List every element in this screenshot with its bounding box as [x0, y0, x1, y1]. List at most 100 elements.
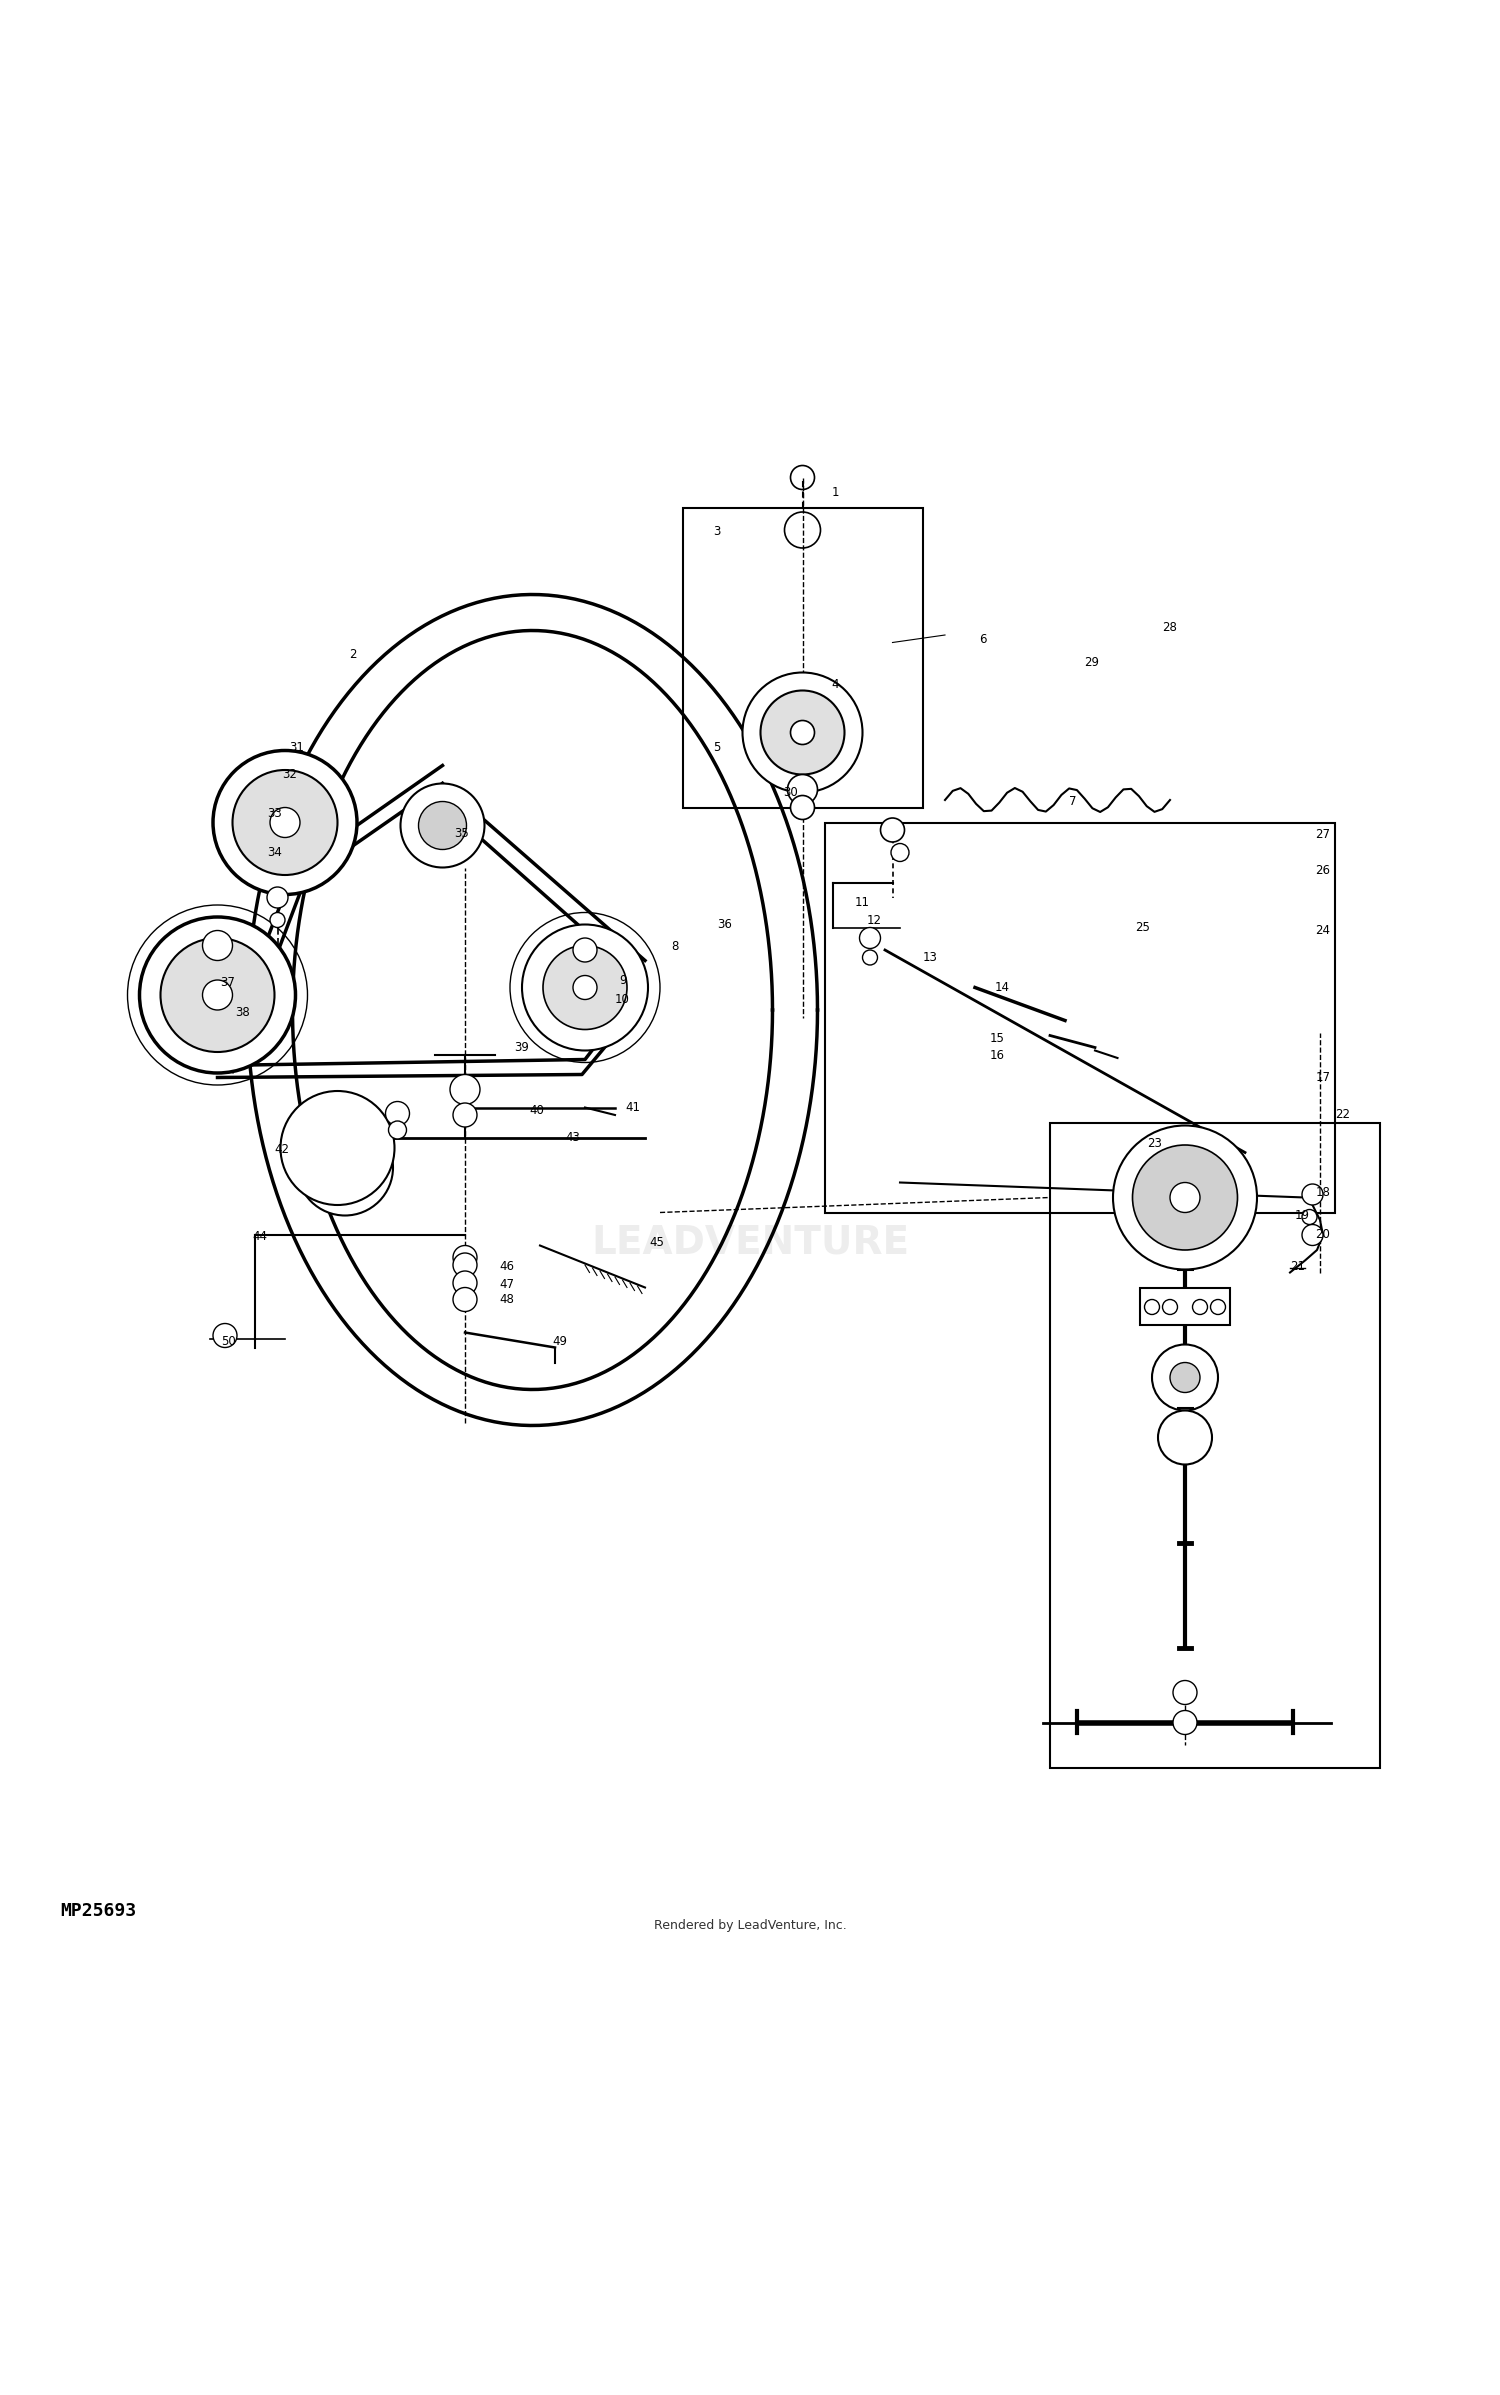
- Text: 45: 45: [650, 1236, 664, 1250]
- Circle shape: [1302, 1183, 1323, 1205]
- Text: 47: 47: [500, 1279, 514, 1291]
- Circle shape: [1132, 1145, 1238, 1250]
- Circle shape: [790, 465, 814, 489]
- Circle shape: [790, 721, 814, 745]
- Text: 23: 23: [1148, 1138, 1162, 1150]
- Circle shape: [1170, 1183, 1200, 1212]
- Text: 39: 39: [514, 1042, 529, 1054]
- Text: MP25693: MP25693: [60, 1902, 136, 1921]
- Text: 5: 5: [714, 740, 720, 754]
- Circle shape: [880, 819, 904, 843]
- Text: 48: 48: [500, 1293, 514, 1305]
- Circle shape: [453, 1245, 477, 1269]
- Bar: [825, 821, 1335, 1212]
- Circle shape: [1144, 1300, 1160, 1315]
- Text: 33: 33: [267, 807, 282, 819]
- Circle shape: [859, 927, 880, 948]
- Text: 8: 8: [672, 941, 678, 953]
- Circle shape: [244, 826, 310, 893]
- Text: 38: 38: [236, 1006, 250, 1020]
- Text: 13: 13: [922, 951, 938, 965]
- Circle shape: [1210, 1300, 1225, 1315]
- Text: 11: 11: [855, 896, 870, 908]
- Circle shape: [788, 774, 818, 805]
- Circle shape: [140, 917, 296, 1073]
- Circle shape: [419, 802, 466, 850]
- Text: 27: 27: [1316, 829, 1330, 841]
- Circle shape: [784, 513, 820, 548]
- Text: 31: 31: [290, 740, 304, 754]
- Circle shape: [315, 1138, 375, 1198]
- Circle shape: [891, 843, 909, 862]
- Circle shape: [453, 1272, 477, 1296]
- Text: 35: 35: [454, 826, 470, 841]
- Text: 6: 6: [978, 632, 987, 647]
- Circle shape: [453, 1104, 477, 1128]
- Circle shape: [1173, 1710, 1197, 1734]
- Bar: [1140, 1289, 1230, 1324]
- Text: 20: 20: [1316, 1229, 1330, 1241]
- Circle shape: [202, 932, 232, 960]
- Text: LEADVENTURE: LEADVENTURE: [591, 1224, 909, 1262]
- Text: 24: 24: [1316, 924, 1330, 936]
- Circle shape: [450, 1075, 480, 1104]
- Circle shape: [400, 783, 484, 867]
- Text: 12: 12: [867, 912, 882, 927]
- Circle shape: [280, 1092, 394, 1205]
- Text: 16: 16: [990, 1049, 1005, 1061]
- Circle shape: [160, 939, 274, 1051]
- Text: 9: 9: [618, 972, 627, 987]
- Text: 30: 30: [783, 786, 798, 800]
- Circle shape: [1170, 1363, 1200, 1391]
- Circle shape: [1192, 1300, 1208, 1315]
- Text: 42: 42: [274, 1142, 290, 1157]
- Circle shape: [1302, 1209, 1317, 1224]
- Circle shape: [202, 980, 232, 1011]
- Circle shape: [232, 771, 338, 874]
- Circle shape: [1162, 1300, 1178, 1315]
- Circle shape: [270, 912, 285, 927]
- Circle shape: [270, 807, 300, 838]
- Text: 2: 2: [348, 649, 357, 661]
- Text: 29: 29: [1084, 656, 1100, 668]
- Circle shape: [522, 924, 648, 1051]
- Text: 26: 26: [1316, 865, 1330, 877]
- Circle shape: [862, 951, 877, 965]
- Circle shape: [543, 946, 627, 1030]
- Text: 50: 50: [220, 1334, 236, 1348]
- Text: Rendered by LeadVenture, Inc.: Rendered by LeadVenture, Inc.: [654, 1918, 846, 1933]
- Text: 17: 17: [1316, 1071, 1330, 1085]
- Text: 36: 36: [717, 917, 732, 932]
- Text: 41: 41: [626, 1102, 640, 1114]
- Text: 15: 15: [990, 1032, 1005, 1044]
- Text: 10: 10: [615, 994, 630, 1006]
- Circle shape: [742, 673, 862, 793]
- Circle shape: [388, 1121, 406, 1140]
- Text: 14: 14: [994, 982, 1010, 994]
- Circle shape: [760, 690, 844, 774]
- Text: 1: 1: [833, 486, 840, 498]
- Circle shape: [267, 886, 288, 908]
- Circle shape: [1302, 1224, 1323, 1245]
- Text: 40: 40: [530, 1104, 544, 1116]
- Text: 46: 46: [500, 1260, 514, 1274]
- Circle shape: [1152, 1344, 1218, 1411]
- Bar: [1050, 1123, 1380, 1768]
- Text: 44: 44: [252, 1231, 267, 1243]
- Text: 37: 37: [220, 977, 236, 989]
- Circle shape: [1113, 1126, 1257, 1269]
- Text: 3: 3: [714, 525, 720, 539]
- Text: 21: 21: [1290, 1260, 1305, 1274]
- Text: 7: 7: [1068, 795, 1077, 807]
- Text: 32: 32: [282, 769, 297, 781]
- Circle shape: [573, 975, 597, 999]
- Circle shape: [213, 750, 357, 893]
- Text: 34: 34: [267, 845, 282, 860]
- Text: 28: 28: [1162, 620, 1178, 635]
- Circle shape: [453, 1289, 477, 1312]
- Text: 43: 43: [566, 1130, 580, 1145]
- Text: 49: 49: [552, 1334, 567, 1348]
- Bar: [682, 508, 922, 807]
- Text: 4: 4: [833, 678, 840, 692]
- Circle shape: [1158, 1411, 1212, 1463]
